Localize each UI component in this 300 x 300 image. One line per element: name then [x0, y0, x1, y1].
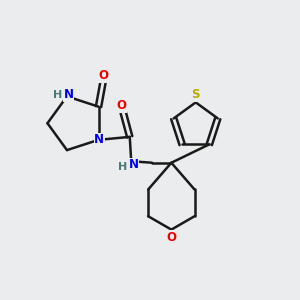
- Text: S: S: [191, 88, 200, 101]
- Text: H: H: [53, 90, 62, 100]
- Text: O: O: [99, 69, 109, 82]
- Text: N: N: [129, 158, 139, 171]
- Text: O: O: [167, 231, 176, 244]
- Text: O: O: [117, 100, 127, 112]
- Text: N: N: [64, 88, 74, 101]
- Text: H: H: [118, 162, 128, 172]
- Text: N: N: [94, 133, 104, 146]
